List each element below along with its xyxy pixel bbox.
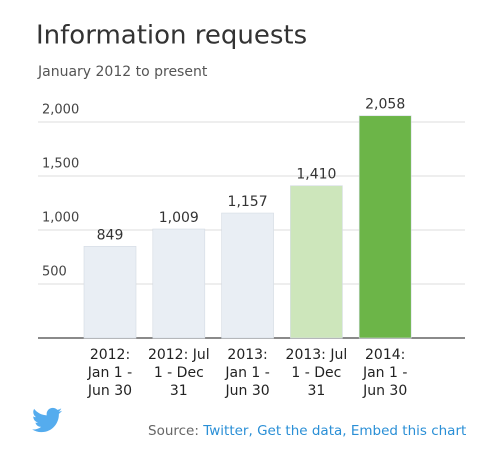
x-tick-label: 2013: Jan 1 - Jun 30 [225,347,270,399]
bar [221,212,274,339]
chart-title: Information requests [36,21,307,51]
bar [83,246,137,339]
value-label: 1,157 [228,194,268,210]
data-link[interactable]: Get the data, [257,423,347,439]
bar [290,185,343,339]
chart-subtitle: January 2012 to present [37,64,208,80]
y-tick-label: 2,000 [42,103,79,118]
y-tick-label: 1,500 [42,157,79,172]
y-tick-label: 500 [42,265,67,280]
bar [152,228,206,339]
source-line: Source: Twitter, Get the data, Embed thi… [148,423,466,439]
source-link[interactable]: Twitter, [203,423,253,439]
x-tick-label: 2013: Jul 1 - Dec 31 [285,347,348,399]
value-label: 849 [97,227,124,243]
bar [358,115,412,339]
y-tick-label: 1,000 [42,211,79,226]
embed-link[interactable]: Embed this chart [350,423,467,439]
value-label: 1,009 [159,210,199,226]
x-tick-label: 2012: Jul 1 - Dec 31 [147,347,210,399]
value-label: 2,058 [365,97,405,113]
value-label: 1,410 [296,167,336,183]
x-tick-label: 2012: Jan 1 - Jun 30 [87,347,133,399]
x-tick-label: 2014: Jan 1 - Jun 30 [362,347,408,399]
twitter-logo [32,407,62,433]
source-label: Source: [148,423,199,439]
